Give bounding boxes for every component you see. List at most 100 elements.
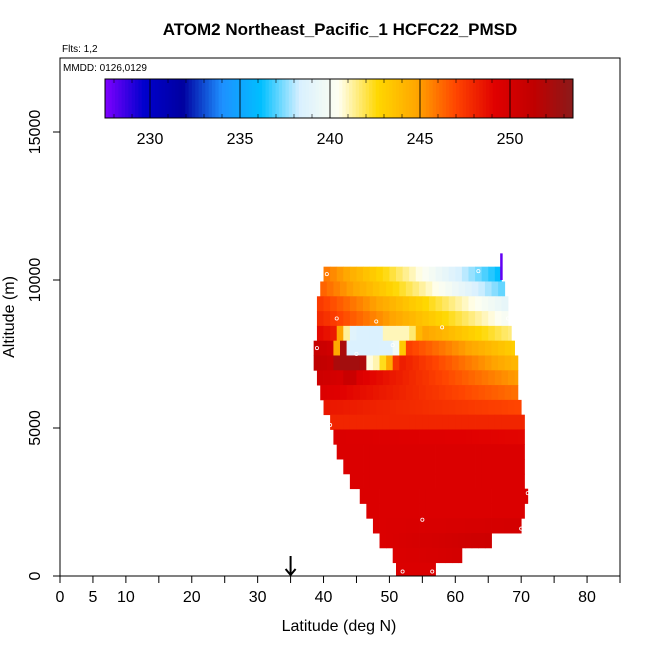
heatmap-cell bbox=[435, 370, 443, 386]
heatmap-cell bbox=[405, 340, 413, 356]
heatmap-cell bbox=[333, 340, 341, 356]
heatmap-cell bbox=[481, 325, 489, 342]
heatmap-cell bbox=[402, 444, 410, 460]
heatmap-cell bbox=[405, 518, 413, 534]
heatmap-cell bbox=[389, 473, 397, 490]
heatmap-cell bbox=[455, 444, 463, 460]
heatmap-cell bbox=[517, 429, 525, 445]
colorbar-segment bbox=[382, 79, 387, 118]
heatmap-cell bbox=[478, 340, 486, 356]
colorbar-segment bbox=[496, 79, 500, 118]
colorbar-segment bbox=[419, 79, 424, 118]
colorbar-segment bbox=[342, 79, 347, 118]
heatmap-cell bbox=[392, 429, 400, 445]
colorbar-segment bbox=[372, 79, 377, 118]
heatmap-cell bbox=[376, 311, 384, 327]
heatmap-cell bbox=[419, 503, 427, 519]
heatmap-cell bbox=[435, 414, 443, 430]
heatmap-cell bbox=[379, 355, 387, 371]
heatmap-cell bbox=[353, 429, 361, 445]
colorbar-segment bbox=[315, 79, 320, 118]
colorbar-segment bbox=[456, 79, 460, 118]
colorbar-segment bbox=[262, 79, 266, 118]
heatmap-cell bbox=[465, 518, 473, 534]
heatmap-cell bbox=[343, 296, 351, 312]
heatmap-cell bbox=[425, 281, 433, 297]
heatmap-cell bbox=[419, 385, 427, 401]
heatmap-cell bbox=[366, 503, 374, 519]
heatmap-cell bbox=[379, 518, 387, 534]
colorbar-segment bbox=[526, 79, 531, 118]
heatmap-cell bbox=[484, 533, 492, 549]
y-tick-label: 5000 bbox=[27, 410, 44, 446]
heatmap-cell bbox=[356, 370, 364, 386]
heatmap-cell bbox=[432, 547, 440, 564]
heatmap-cell bbox=[382, 459, 390, 475]
heatmap-cell bbox=[409, 473, 417, 490]
heatmap-cell bbox=[346, 385, 354, 401]
heatmap-cell bbox=[494, 266, 502, 282]
heatmap-cell bbox=[369, 370, 377, 386]
colorbar-segment bbox=[168, 79, 173, 118]
observation-point bbox=[505, 316, 510, 321]
heatmap-cell bbox=[435, 444, 443, 460]
heatmap-cell bbox=[508, 459, 515, 475]
heatmap-cell bbox=[494, 473, 502, 490]
marker-arrow-head bbox=[284, 568, 297, 577]
heatmap-cell bbox=[461, 444, 469, 460]
heatmap-cell bbox=[333, 355, 341, 371]
heatmap-cell bbox=[481, 459, 489, 475]
heatmap-cell bbox=[438, 488, 446, 504]
heatmap-cell bbox=[363, 444, 371, 460]
heatmap-cell bbox=[389, 266, 397, 282]
heatmap-cell bbox=[372, 429, 380, 445]
heatmap-cell bbox=[396, 399, 403, 416]
colorbar-segment bbox=[151, 79, 156, 118]
heatmap-cell bbox=[422, 562, 430, 576]
heatmap-cell bbox=[356, 311, 364, 327]
heatmap-cell bbox=[435, 296, 443, 312]
heatmap-cell bbox=[435, 459, 443, 475]
colorbar-segment bbox=[178, 79, 183, 118]
heatmap-cell bbox=[455, 325, 463, 342]
heatmap-cell bbox=[504, 355, 512, 371]
heatmap-cell bbox=[409, 444, 417, 460]
heatmap-cell bbox=[514, 370, 519, 386]
heatmap-cell bbox=[448, 296, 456, 312]
colorbar: 230 235 240 245 250 bbox=[104, 78, 574, 148]
heatmap-cell bbox=[363, 473, 371, 490]
heatmap-cell bbox=[438, 429, 446, 445]
heatmap-cell bbox=[488, 459, 496, 475]
heatmap-cell bbox=[488, 399, 496, 416]
heatmap-cell bbox=[455, 370, 463, 386]
colorbar-frame bbox=[104, 78, 574, 119]
y-tick-label: 10000 bbox=[27, 258, 44, 303]
heatmap-cell bbox=[349, 311, 357, 327]
heatmap-cell bbox=[491, 281, 499, 297]
heatmap-cell bbox=[412, 547, 420, 564]
colorbar-segment bbox=[425, 79, 430, 118]
heatmap-cell bbox=[478, 503, 486, 519]
colorbar-segment bbox=[486, 79, 490, 118]
heatmap-cell bbox=[415, 414, 423, 430]
x-tick-label: 80 bbox=[578, 589, 596, 606]
y-tick-label: 0 bbox=[27, 571, 44, 580]
heatmap-cell bbox=[323, 325, 331, 342]
heatmap-cell bbox=[419, 429, 427, 445]
heatmap-cell bbox=[376, 296, 384, 312]
heatmap-cell bbox=[343, 459, 351, 475]
heatmap-cell bbox=[372, 518, 380, 534]
heatmap-cell bbox=[392, 355, 400, 371]
heatmap-cell bbox=[389, 399, 397, 416]
colorbar-segment bbox=[118, 79, 123, 118]
heatmap-cell bbox=[498, 518, 506, 534]
heatmap-cell bbox=[445, 518, 453, 534]
heatmap-cell bbox=[366, 281, 374, 297]
heatmap-cell bbox=[382, 311, 390, 327]
heatmap-cell bbox=[386, 385, 394, 401]
heatmap-cell bbox=[422, 370, 430, 386]
heatmap-cell bbox=[323, 370, 331, 386]
heatmap-cell bbox=[461, 266, 469, 282]
observation-markers bbox=[314, 269, 530, 574]
observation-point bbox=[328, 423, 333, 428]
